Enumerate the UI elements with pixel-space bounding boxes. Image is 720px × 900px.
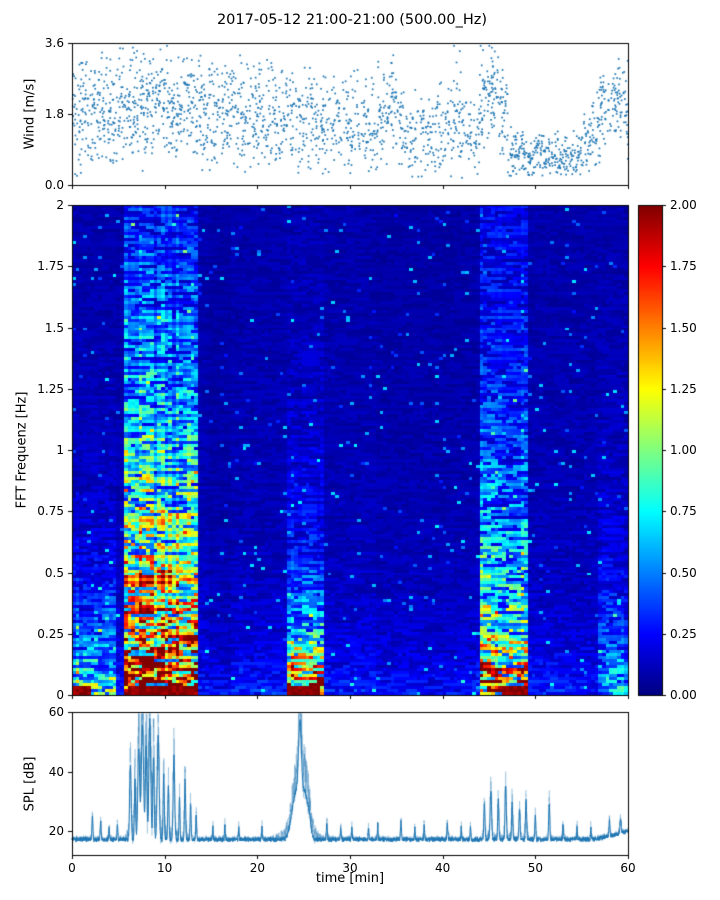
colorbar-tick-label: 2.00 [670,198,697,212]
x-tick-label: 20 [249,861,265,875]
chart-title: 2017-05-12 21:00-21:00 (500.00_Hz) [216,12,488,28]
x-tick-label: 40 [435,861,451,875]
x-tick-label: 60 [620,861,636,875]
spectrogram-y-tick-label: 0.75 [37,504,64,519]
spectrogram-y-tick-label: 0.25 [37,626,64,641]
colorbar-tick-label: 0.00 [670,688,697,702]
spectrogram-y-axis-label: FFT Frequenz [Hz] [14,391,30,509]
spl-y-axis-label: SPL [dB] [22,756,38,812]
x-tick-label: 0 [68,861,76,875]
x-tick-label: 30 [342,861,358,875]
colorbar-tick-label: 0.75 [670,504,697,519]
spectrogram-y-tick-label: 1.5 [44,320,64,335]
colorbar-tick-label: 0.25 [670,626,697,641]
colorbar-tick-label: 0.50 [670,565,697,580]
spectrogram-y-tick-label: 1.25 [37,381,64,396]
x-axis-label: time [min] [315,871,385,886]
spectrogram-y-tick-label: 2 [56,198,64,212]
colorbar-tick-label: 1.50 [670,320,697,335]
x-tick-label: 10 [157,861,173,875]
spectrogram-y-tick-label: 1.75 [37,259,64,274]
wind-y-tick-label: 1.8 [44,107,64,121]
x-tick-label: 50 [527,861,543,875]
colorbar-tick-label: 1.25 [670,381,697,396]
wind-y-axis-label: Wind [m/s] [22,78,38,150]
colorbar-tick-label: 1.75 [670,259,697,274]
spl-y-tick-label: 20 [48,824,64,839]
spectrogram-y-tick-label: 1 [56,443,64,457]
spectrogram-y-tick-label: 0 [56,688,64,702]
wind-y-tick-label: 0.0 [44,178,64,192]
spectrogram-y-tick-label: 0.5 [44,565,64,580]
wind-y-tick-label: 3.6 [44,36,64,50]
spl-y-tick-label: 40 [48,764,64,779]
colorbar-tick-label: 1.00 [670,443,697,457]
spl-y-tick-label: 60 [48,705,64,719]
